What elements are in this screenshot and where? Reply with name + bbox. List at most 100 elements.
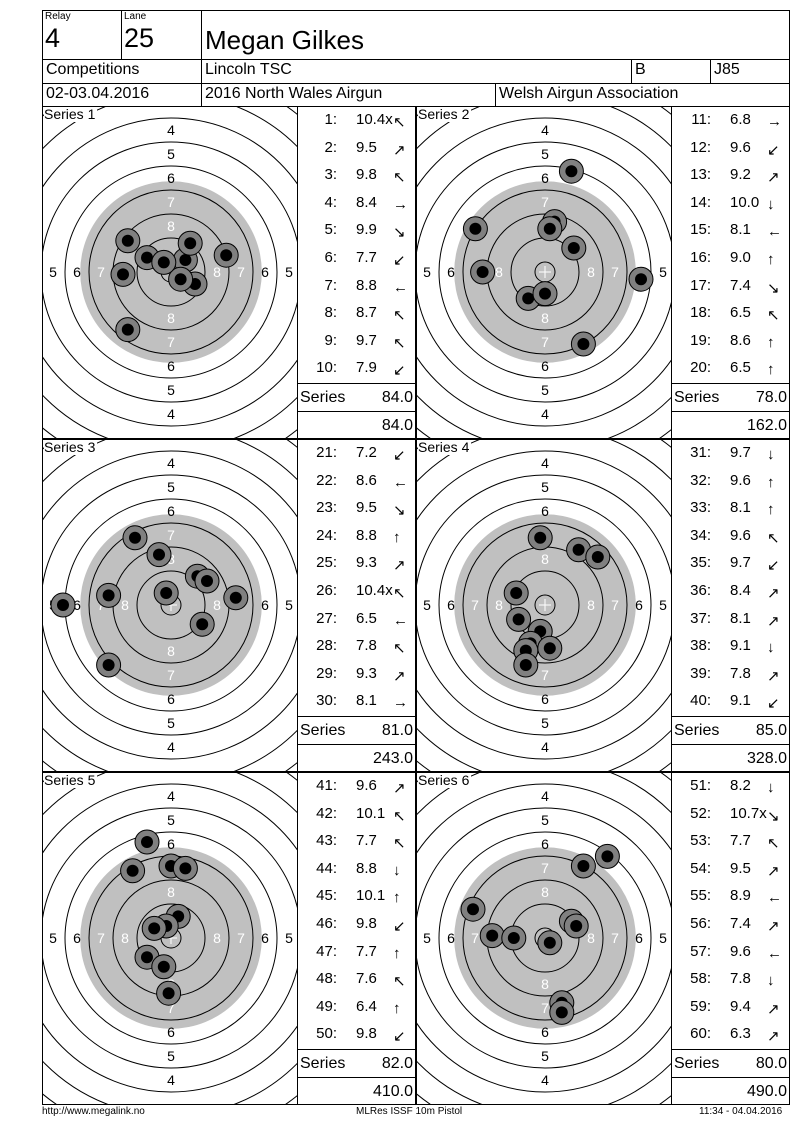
ring-label-8: 8 bbox=[121, 597, 129, 613]
ring-label-5: 5 bbox=[541, 479, 549, 495]
ring-label-6: 6 bbox=[73, 597, 81, 613]
direction-arrow-icon: ↙ bbox=[767, 557, 780, 575]
shot-number: 11: bbox=[691, 111, 711, 128]
ring-7 bbox=[88, 189, 254, 355]
shot-number: 31: bbox=[690, 444, 711, 461]
shot-row: 7: 8.8 ← bbox=[298, 273, 415, 300]
ring-label-7: 7 bbox=[237, 930, 245, 946]
direction-arrow-icon: ↗ bbox=[393, 557, 406, 575]
ring-9 bbox=[136, 237, 206, 307]
shot-row: 4: 8.4 → bbox=[298, 190, 415, 217]
shot-score: 7.8 bbox=[730, 970, 751, 988]
shot-row: 1: 10.4x ↖ bbox=[298, 107, 415, 134]
shot-impact bbox=[141, 915, 167, 941]
shot-impact bbox=[479, 923, 505, 949]
shot-impact bbox=[628, 266, 654, 292]
shot-impact bbox=[146, 542, 172, 568]
ring-label-7: 7 bbox=[541, 667, 549, 683]
direction-arrow-icon: ↗ bbox=[767, 585, 780, 602]
footer-timestamp: 11:34 - 04.04.2016 bbox=[699, 1106, 783, 1117]
ring-label-5: 5 bbox=[49, 930, 57, 946]
shot-score: 9.8 bbox=[356, 166, 377, 184]
ring-4 bbox=[43, 450, 297, 760]
shot-score: 10.4x bbox=[356, 111, 393, 128]
shot-impact bbox=[506, 606, 532, 632]
shot-row: 9: 9.7 ↖ bbox=[298, 328, 415, 355]
ring-label-5: 5 bbox=[423, 930, 431, 946]
series-total-row: Series 80.0 bbox=[672, 1049, 789, 1078]
shot-score: 9.2 bbox=[730, 166, 751, 184]
shot-number: 10: bbox=[316, 359, 337, 377]
ring-7 bbox=[88, 522, 254, 688]
ring-5 bbox=[417, 141, 671, 403]
ring-label-8: 8 bbox=[213, 930, 221, 946]
ring-label-7: 7 bbox=[611, 597, 619, 613]
ring-label-7: 7 bbox=[541, 194, 549, 210]
shot-score: 9.6 bbox=[356, 777, 377, 794]
shot-row: 16: 9.0 ↑ bbox=[672, 245, 789, 272]
cumulative-total-row: 84.0 bbox=[298, 411, 415, 440]
shot-row: 40: 9.1 ↙ bbox=[672, 688, 789, 715]
direction-arrow-icon: ↙ bbox=[393, 918, 406, 935]
shot-number: 30: bbox=[316, 692, 337, 710]
series-total-row: Series 82.0 bbox=[298, 1049, 415, 1078]
shot-row: 50: 9.8 ↙ bbox=[298, 1021, 415, 1048]
direction-arrow-icon: ↑ bbox=[393, 528, 401, 546]
direction-arrow-icon: ↑ bbox=[767, 333, 775, 351]
cumulative-total-row: 410.0 bbox=[298, 1077, 415, 1106]
shot-impact bbox=[151, 249, 177, 275]
direction-arrow-icon: ↑ bbox=[393, 944, 401, 962]
ring-5 bbox=[43, 807, 297, 1069]
shot-score: 6.3 bbox=[730, 1025, 751, 1043]
direction-arrow-icon: ↖ bbox=[767, 529, 780, 547]
ring-label-5: 5 bbox=[285, 930, 293, 946]
shot-impact bbox=[194, 568, 220, 594]
footer-url[interactable]: http://www.megalink.no bbox=[42, 1106, 145, 1117]
shot-score: 9.3 bbox=[356, 664, 377, 682]
shot-score: 7.7 bbox=[730, 832, 751, 850]
shot-row: 10: 7.9 ↙ bbox=[298, 355, 415, 382]
shot-number: 52: bbox=[690, 804, 711, 822]
series-total-value: 81.0 bbox=[381, 722, 413, 739]
shot-row: 18: 6.5 ↖ bbox=[672, 300, 789, 327]
shot-impact bbox=[134, 829, 160, 855]
shot-score: 9.8 bbox=[356, 915, 377, 932]
direction-arrow-icon: ↙ bbox=[393, 252, 406, 269]
ring-label-7: 7 bbox=[97, 264, 105, 280]
direction-arrow-icon: → bbox=[393, 195, 408, 213]
shot-impact bbox=[563, 913, 589, 939]
ring-label-6: 6 bbox=[447, 264, 455, 280]
shot-number: 49: bbox=[316, 997, 337, 1015]
shot-score: 7.8 bbox=[730, 664, 751, 682]
shot-row: 33: 8.1 ↑ bbox=[672, 495, 789, 522]
ring-4 bbox=[417, 783, 671, 1093]
direction-arrow-icon: ← bbox=[393, 278, 408, 296]
ring-label-6: 6 bbox=[447, 597, 455, 613]
shot-row: 13: 9.2 ↗ bbox=[672, 162, 789, 189]
shot-row: 8: 8.7 ↖ bbox=[298, 300, 415, 327]
shooter-name: Megan Gilkes bbox=[205, 25, 364, 55]
shot-number: 53: bbox=[690, 832, 711, 850]
direction-arrow-icon: ↙ bbox=[767, 141, 780, 159]
direction-arrow-icon: ↑ bbox=[767, 501, 775, 519]
target-svg: 44445555666677778888 bbox=[43, 773, 297, 1104]
shot-impact bbox=[585, 544, 611, 570]
series-total-label: Series bbox=[674, 1055, 720, 1072]
ring-label-5: 5 bbox=[167, 1048, 175, 1064]
direction-arrow-icon: ← bbox=[393, 611, 408, 629]
ring-label-7: 7 bbox=[167, 527, 175, 543]
cumulative-total-row: 243.0 bbox=[298, 744, 415, 773]
shot-row: 43: 7.7 ↖ bbox=[298, 828, 415, 855]
ring-label-7: 7 bbox=[611, 930, 619, 946]
shot-number: 4: bbox=[324, 193, 337, 211]
association-name: Welsh Airgun Association bbox=[499, 85, 679, 102]
ring-4 bbox=[417, 450, 671, 760]
shot-number: 32: bbox=[690, 471, 711, 489]
ring-label-5: 5 bbox=[49, 264, 57, 280]
ring-label-5: 5 bbox=[659, 930, 667, 946]
ring-7 bbox=[462, 855, 628, 1021]
ring-label-6: 6 bbox=[541, 358, 549, 374]
shot-impact bbox=[537, 635, 563, 661]
ring-label-5: 5 bbox=[167, 812, 175, 828]
shot-score: 9.9 bbox=[356, 221, 377, 239]
